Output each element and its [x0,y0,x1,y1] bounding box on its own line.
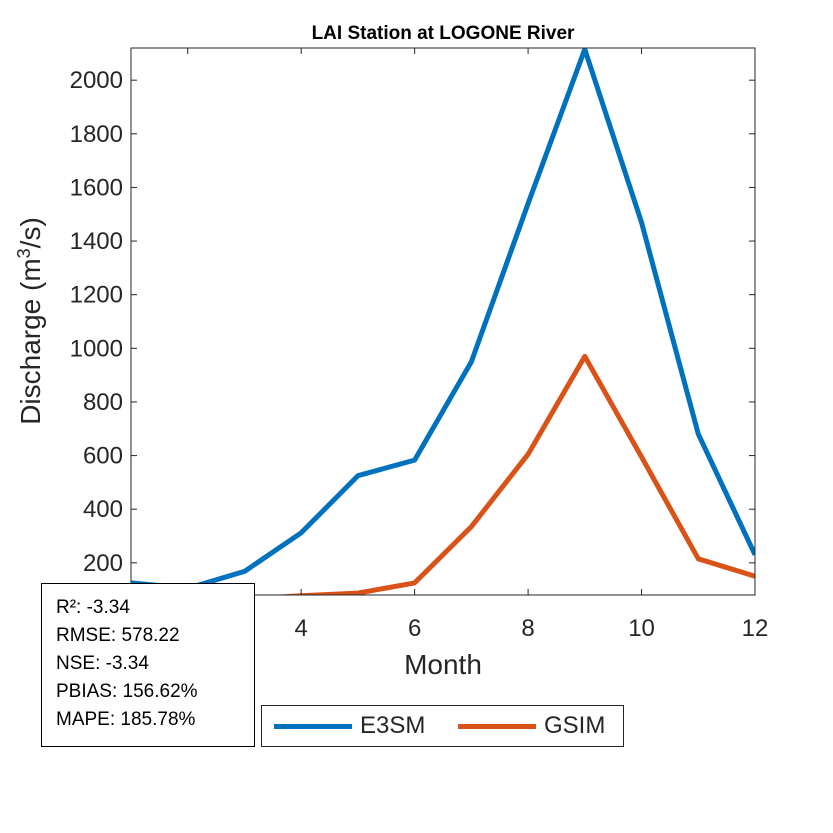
legend-swatch-gsim [458,723,536,729]
y-tick-label: 200 [83,550,123,577]
legend-item-e3sm: E3SM [274,706,425,746]
y-tick-label: 600 [83,443,123,470]
x-tick-label: 10 [628,615,655,642]
x-axis-title: Month [404,649,482,680]
legend-swatch-e3sm [274,723,352,729]
statistics-box: R²: -3.34 RMSE: 578.22 NSE: -3.34 PBIAS:… [41,583,255,747]
y-axis-title: Discharge (m3/s) [14,217,46,425]
stat-rmse: RMSE: 578.22 [56,625,180,646]
y-tick-label: 1600 [70,174,123,201]
y-axis-title-main: Discharge (m [15,258,46,424]
chart-title: LAI Station at LOGONE River [312,23,575,44]
stat-mape: MAPE: 185.78% [56,709,196,730]
x-tick-label: 4 [295,615,308,642]
legend-label-e3sm: E3SM [360,712,426,739]
y-tick-label: 1200 [70,282,123,309]
stat-pbias: PBIAS: 156.62% [56,681,198,702]
series-line-gsim [271,353,755,595]
x-tick-label: 6 [408,615,421,642]
series-layer [131,48,755,595]
legend-item-gsim: GSIM [458,706,605,746]
stat-r-squared: R²: -3.34 [56,597,130,618]
y-tick-label: 800 [83,389,123,416]
y-tick-label: 1400 [70,228,123,255]
y-axis-title-unit: /s) [15,217,46,248]
series-line-e3sm [131,48,755,591]
y-tick-label: 1800 [70,121,123,148]
y-axis-title-superscript: 3 [14,248,34,258]
legend-label-gsim: GSIM [544,712,606,739]
legend: E3SM GSIM [261,705,624,747]
y-tick-label: 1000 [70,335,123,362]
stat-nse: NSE: -3.34 [56,653,149,674]
x-tick-label: 8 [521,615,534,642]
y-tick-label: 2000 [70,67,123,94]
x-tick-label: 12 [742,615,769,642]
plot-area-frame [130,47,756,596]
y-axis: 200 400 600 800 1000 1200 1400 1600 1800 2000 [70,67,755,577]
y-tick-label: 400 [83,496,123,523]
